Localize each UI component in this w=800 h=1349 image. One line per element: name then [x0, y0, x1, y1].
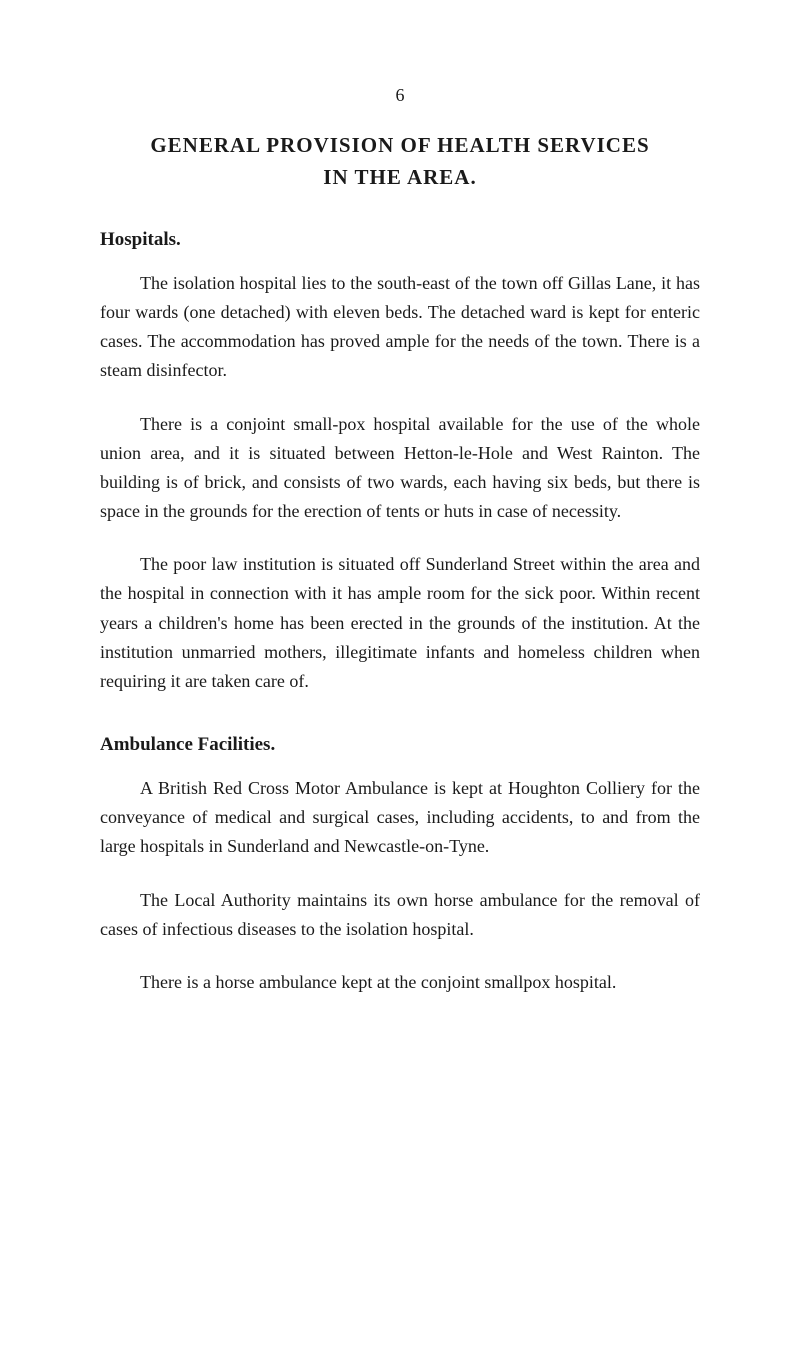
main-heading-line1: GENERAL PROVISION OF HEALTH SERVICES [150, 133, 649, 157]
main-heading: GENERAL PROVISION OF HEALTH SERVICES IN … [100, 130, 700, 193]
document-page: 6 GENERAL PROVISION OF HEALTH SERVICES I… [0, 0, 800, 1349]
hospitals-heading: Hospitals. [100, 229, 700, 251]
main-heading-line2: IN THE AREA. [323, 165, 476, 189]
hospitals-paragraph-3: The poor law institution is situated off… [100, 550, 700, 696]
ambulance-heading: Ambulance Facilities. [100, 734, 700, 756]
ambulance-paragraph-2: The Local Authority maintains its own ho… [100, 886, 700, 944]
hospitals-paragraph-2: There is a conjoint small-pox hospital a… [100, 410, 700, 527]
page-number: 6 [100, 85, 700, 106]
ambulance-paragraph-3: There is a horse ambulance kept at the c… [100, 968, 700, 997]
ambulance-paragraph-1: A British Red Cross Motor Ambulance is k… [100, 774, 700, 861]
hospitals-paragraph-1: The isolation hospital lies to the south… [100, 269, 700, 386]
